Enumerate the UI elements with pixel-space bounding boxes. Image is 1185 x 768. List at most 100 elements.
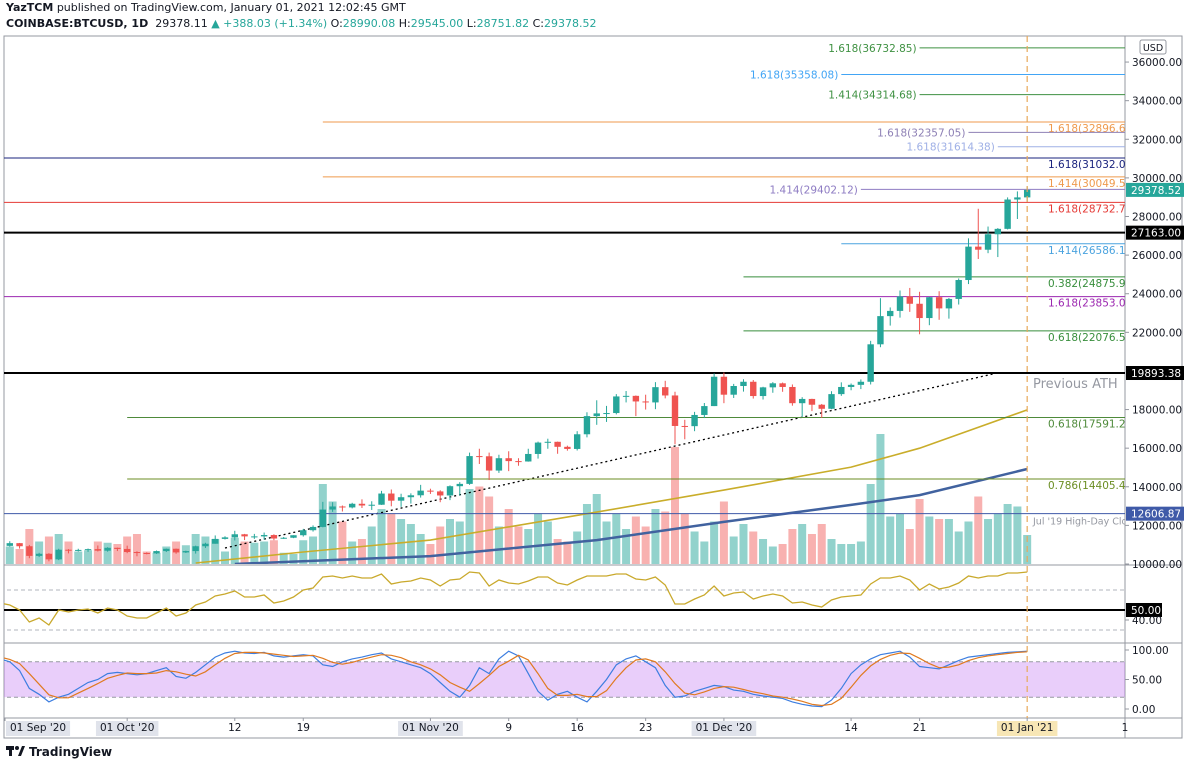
x-tick-label: 01 Dec '20	[696, 722, 753, 734]
candle-body	[1004, 199, 1011, 229]
candle-body	[378, 493, 385, 505]
level-box	[1126, 225, 1184, 240]
volume-bar	[436, 526, 445, 564]
candle-body	[309, 526, 317, 531]
candle-body	[759, 387, 767, 397]
candle-body	[114, 547, 121, 549]
volume-bar	[132, 534, 141, 564]
x-tick-box	[691, 721, 757, 736]
volume-bar	[240, 541, 249, 564]
stoch-line	[4, 651, 1028, 707]
x-tick-label: 01 Sep '20	[10, 722, 66, 734]
candle-body	[720, 376, 728, 395]
candle-body	[495, 458, 503, 471]
volume-bar	[103, 542, 112, 564]
candle-body	[45, 553, 53, 560]
candle-body	[583, 416, 591, 435]
header-line-1: YazTCM published on TradingView.com, Jan…	[6, 0, 1176, 16]
level-label: 0.382(24875.95)	[1048, 278, 1136, 290]
volume-bar	[671, 447, 679, 564]
last-price-label: 29378.52	[1131, 185, 1181, 197]
volume-bar	[573, 531, 582, 564]
y-tick-label: 36000.00	[1132, 57, 1182, 69]
candle-body	[916, 303, 923, 319]
volume-bar	[827, 539, 836, 564]
y-tick-label: 10000.00	[1132, 559, 1182, 571]
volume-bar	[807, 534, 816, 564]
candle-body	[55, 549, 62, 560]
candle-body	[133, 552, 141, 554]
candle-body	[632, 395, 640, 402]
candle-body	[564, 446, 571, 449]
moving-average	[234, 467, 1028, 564]
change: ▲ +388.03 (+1.34%)	[211, 17, 328, 30]
volume-bar	[269, 540, 278, 564]
x-tick-box	[95, 721, 159, 736]
candle-body	[798, 398, 806, 404]
candle-body	[456, 483, 463, 487]
volume-bar	[680, 514, 689, 564]
volume-bar	[397, 519, 406, 564]
level-label: 1.618(35358.08)	[750, 69, 838, 81]
volume-bar	[837, 544, 846, 564]
candle-body	[212, 538, 219, 544]
candle-body	[319, 509, 327, 527]
level-label: 1.414(26586.11)	[1048, 245, 1136, 257]
candle-body	[202, 543, 209, 547]
volume-bar	[729, 536, 738, 564]
volume-bar	[651, 509, 660, 564]
author: YazTCM	[6, 1, 54, 14]
volume-bar	[74, 551, 83, 564]
candle-body	[485, 456, 493, 471]
volume-bar	[221, 551, 229, 564]
x-tick-label: 21	[913, 722, 926, 734]
x-tick-label: 14	[844, 722, 858, 734]
volume-bar	[338, 521, 347, 564]
stoch-tick-label: 100.00	[1132, 645, 1169, 657]
volume-bar	[279, 552, 288, 564]
stoch-tick-label: 0.00	[1132, 704, 1155, 716]
candle-body	[153, 551, 160, 554]
candle-body	[740, 381, 747, 387]
candle-body	[887, 310, 894, 317]
candle-body	[877, 316, 884, 345]
y-tick-label: 22000.00	[1132, 327, 1182, 339]
volume-bar	[602, 521, 611, 564]
volume-bar	[142, 551, 151, 564]
volume-bar	[357, 539, 366, 564]
published: published on TradingView.com, January 01…	[56, 1, 406, 14]
candle-body	[808, 398, 816, 405]
candle-body	[515, 461, 522, 463]
level-label: 1.618(36732.85)	[828, 43, 916, 55]
ohlc-label: C:	[532, 17, 544, 30]
candle-body	[642, 401, 649, 403]
candle-body	[290, 535, 297, 538]
ohlc-value: 28751.82	[476, 17, 530, 30]
level-label: 1.618(28732.74)	[1048, 203, 1136, 215]
rsi-pane	[4, 571, 1125, 631]
volume-bar	[162, 546, 171, 564]
volume-bar	[465, 489, 474, 564]
y-tick-label: 24000.00	[1132, 289, 1182, 301]
candle-body	[466, 456, 473, 484]
footer-logo: TradingView	[6, 745, 112, 759]
candle-body	[35, 553, 43, 556]
volume-bar	[582, 504, 591, 564]
candle-body	[65, 549, 72, 551]
x-tick-label: 01 Nov '20	[402, 722, 459, 734]
candle-body	[984, 234, 992, 250]
ohlc-label: O:	[330, 17, 343, 30]
volume-bar	[964, 521, 973, 564]
candle-body	[172, 548, 180, 553]
x-tick-label: 1	[1122, 722, 1129, 734]
stoch-tick-label: 50.00	[1132, 675, 1162, 687]
candle-body	[710, 376, 718, 407]
volume-bar	[876, 434, 885, 564]
volume-bar	[661, 511, 670, 564]
candle-body	[593, 413, 600, 417]
stoch-line	[4, 650, 1028, 708]
level-label: 0.618(22076.53)	[1048, 332, 1136, 344]
candle-body	[896, 296, 904, 311]
frame	[3, 35, 1183, 739]
